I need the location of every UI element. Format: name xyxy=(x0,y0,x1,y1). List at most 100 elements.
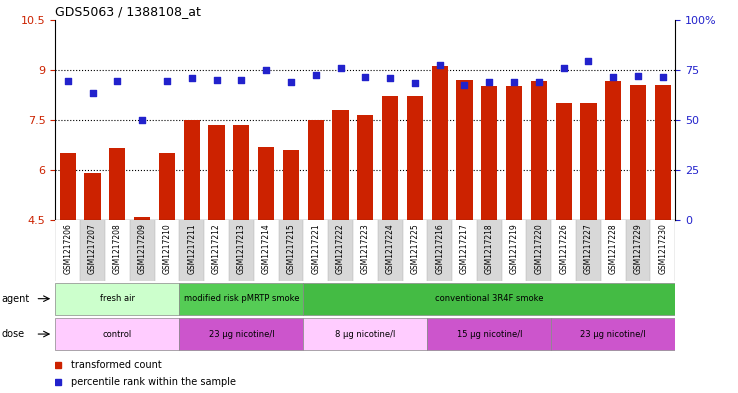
Point xyxy=(632,73,644,79)
Point xyxy=(235,77,247,83)
Text: fresh air: fresh air xyxy=(100,294,135,303)
Bar xyxy=(456,80,472,220)
Bar xyxy=(179,318,303,350)
Point xyxy=(533,79,545,86)
Text: GSM1217215: GSM1217215 xyxy=(286,223,295,274)
Point xyxy=(657,74,669,80)
Text: GSM1217217: GSM1217217 xyxy=(460,223,469,274)
Bar xyxy=(502,220,526,281)
Text: GSM1217210: GSM1217210 xyxy=(162,223,171,274)
Bar xyxy=(432,66,448,220)
Text: control: control xyxy=(103,330,132,338)
Point xyxy=(261,67,272,73)
Point xyxy=(558,65,570,71)
Point xyxy=(310,72,322,78)
Bar xyxy=(60,153,76,220)
Text: GSM1217220: GSM1217220 xyxy=(534,223,543,274)
Bar xyxy=(208,125,224,220)
Bar xyxy=(179,220,204,281)
Bar xyxy=(452,220,477,281)
Bar xyxy=(477,220,502,281)
Bar xyxy=(303,318,427,350)
Text: modified risk pMRTP smoke: modified risk pMRTP smoke xyxy=(184,294,299,303)
Text: GSM1217208: GSM1217208 xyxy=(113,223,122,274)
Point xyxy=(607,74,619,80)
Bar xyxy=(427,318,551,350)
Point xyxy=(285,79,297,86)
Point xyxy=(483,79,495,86)
Text: GSM1217221: GSM1217221 xyxy=(311,223,320,274)
Text: GSM1217223: GSM1217223 xyxy=(361,223,370,274)
Text: GSM1217226: GSM1217226 xyxy=(559,223,568,274)
Bar xyxy=(154,220,179,281)
Bar xyxy=(328,220,353,281)
Bar xyxy=(80,220,105,281)
Text: GSM1217222: GSM1217222 xyxy=(336,223,345,274)
Bar xyxy=(605,81,621,220)
Text: GSM1217209: GSM1217209 xyxy=(138,223,147,274)
Text: GSM1217230: GSM1217230 xyxy=(658,223,667,274)
Bar xyxy=(204,220,229,281)
Text: 23 μg nicotine/l: 23 μg nicotine/l xyxy=(209,330,274,338)
Bar xyxy=(382,97,399,220)
Bar xyxy=(229,220,254,281)
Bar xyxy=(650,220,675,281)
Bar xyxy=(580,103,596,220)
Text: GSM1217212: GSM1217212 xyxy=(212,223,221,274)
Bar xyxy=(55,318,179,350)
Text: GSM1217224: GSM1217224 xyxy=(386,223,395,274)
Text: GSM1217219: GSM1217219 xyxy=(510,223,519,274)
Text: GSM1217211: GSM1217211 xyxy=(187,223,196,274)
Point xyxy=(582,58,594,64)
Bar xyxy=(576,220,601,281)
Bar xyxy=(179,283,303,314)
Bar xyxy=(357,115,373,220)
Bar xyxy=(402,220,427,281)
Bar xyxy=(105,220,130,281)
Point xyxy=(409,80,421,86)
Bar xyxy=(254,220,278,281)
Text: GSM1217225: GSM1217225 xyxy=(410,223,419,274)
Bar xyxy=(506,86,523,220)
Text: conventional 3R4F smoke: conventional 3R4F smoke xyxy=(435,294,544,303)
Bar xyxy=(526,220,551,281)
Bar xyxy=(84,173,100,220)
Bar xyxy=(109,148,125,220)
Bar xyxy=(630,85,646,220)
Bar xyxy=(378,220,402,281)
Bar xyxy=(626,220,650,281)
Text: 23 μg nicotine/l: 23 μg nicotine/l xyxy=(581,330,646,338)
Bar xyxy=(303,283,675,314)
Point xyxy=(434,62,446,68)
Text: 15 μg nicotine/l: 15 μg nicotine/l xyxy=(457,330,522,338)
Text: agent: agent xyxy=(1,294,30,304)
Point xyxy=(86,90,98,96)
Text: GSM1217216: GSM1217216 xyxy=(435,223,444,274)
Bar xyxy=(601,220,626,281)
Text: GSM1217228: GSM1217228 xyxy=(609,223,618,274)
Bar xyxy=(159,153,175,220)
Text: GSM1217218: GSM1217218 xyxy=(485,223,494,274)
Text: GSM1217229: GSM1217229 xyxy=(634,223,643,274)
Point xyxy=(458,82,470,88)
Bar xyxy=(407,97,423,220)
Bar xyxy=(655,85,671,220)
Bar xyxy=(332,110,348,220)
Text: transformed count: transformed count xyxy=(71,360,162,370)
Text: 8 μg nicotine/l: 8 μg nicotine/l xyxy=(335,330,396,338)
Bar xyxy=(184,120,200,220)
Point xyxy=(359,74,371,80)
Bar xyxy=(308,120,324,220)
Bar xyxy=(258,147,275,220)
Point xyxy=(137,117,148,123)
Point xyxy=(62,78,74,84)
Point xyxy=(508,79,520,86)
Bar xyxy=(55,220,80,281)
Bar xyxy=(55,283,179,314)
Text: GSM1217206: GSM1217206 xyxy=(63,223,72,274)
Bar xyxy=(481,86,497,220)
Bar xyxy=(303,220,328,281)
Bar xyxy=(283,150,299,220)
Bar xyxy=(531,81,547,220)
Text: percentile rank within the sample: percentile rank within the sample xyxy=(71,377,236,387)
